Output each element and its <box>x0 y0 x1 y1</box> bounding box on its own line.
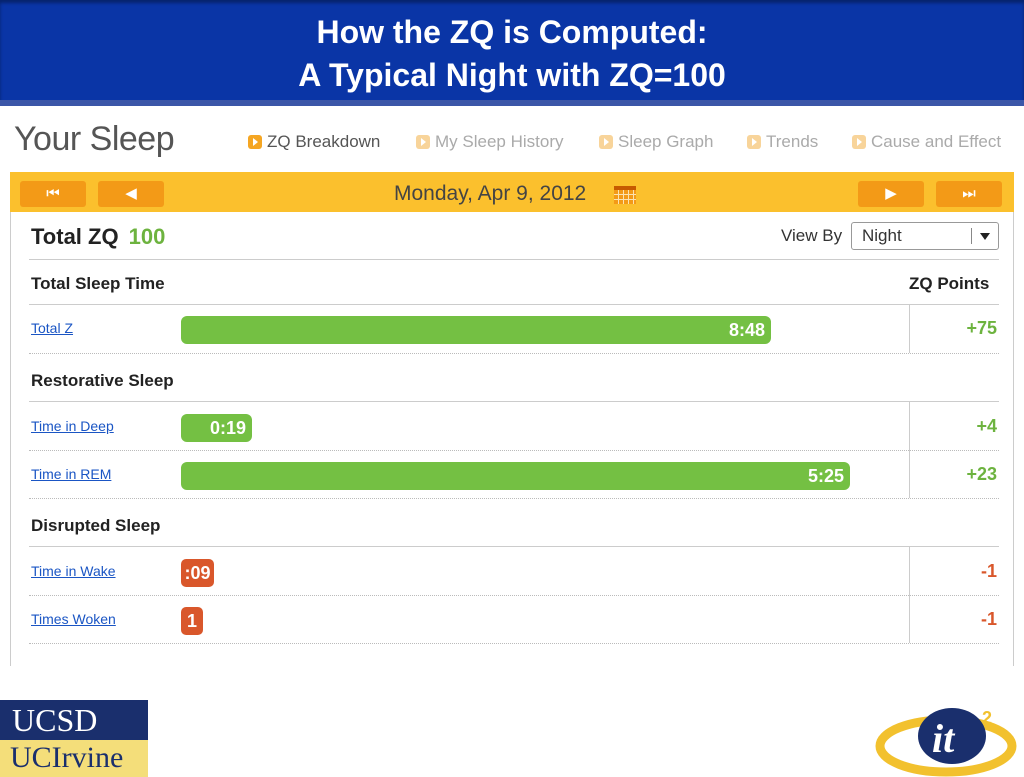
view-by-label: View By <box>781 226 843 245</box>
row-divider <box>29 498 999 499</box>
tab-my-sleep-history[interactable]: My Sleep History <box>416 132 563 152</box>
logo-blue-disc <box>918 708 986 764</box>
section-disrupted-sleep: Disrupted Sleep <box>31 516 161 535</box>
total-zq-label: Total ZQ <box>31 224 119 249</box>
tab-label: ZQ Breakdown <box>267 132 381 151</box>
arrow-left-icon: ◀︎ <box>125 185 137 202</box>
play-icon <box>416 135 430 149</box>
divider <box>29 259 999 260</box>
skip-back-icon: ⏮︎ <box>46 185 60 202</box>
link-total-z[interactable]: Total Z <box>31 320 74 336</box>
tab-trends[interactable]: Trends <box>747 132 818 152</box>
row-divider <box>29 450 999 451</box>
tab-label: Trends <box>766 132 819 151</box>
view-by-selected: Night <box>862 226 902 245</box>
sleep-app-screenshot: Your Sleep ZQ Breakdown My Sleep History… <box>10 106 1014 666</box>
time-in-deep-bar: 0:19 <box>181 414 252 442</box>
divider <box>29 546 999 547</box>
link-time-in-deep[interactable]: Time in Deep <box>31 418 114 434</box>
tab-sleep-graph[interactable]: Sleep Graph <box>599 132 713 152</box>
total-z-points: +75 <box>966 318 997 338</box>
calendar-icon[interactable] <box>614 186 636 204</box>
banner-divider <box>0 100 1024 106</box>
tab-cause-and-effect[interactable]: Cause and Effect <box>852 132 1001 152</box>
arrow-right-icon: ▶︎ <box>885 185 897 202</box>
zq-points-header: ZQ Points <box>909 274 990 293</box>
section-restorative-sleep: Restorative Sleep <box>31 371 174 390</box>
slide-title-line-1: How the ZQ is Computed: <box>316 14 708 50</box>
page-title: Your Sleep <box>14 120 175 158</box>
view-by-select[interactable]: Night <box>851 222 999 250</box>
first-day-button[interactable]: ⏮︎ <box>20 181 86 207</box>
divider <box>29 304 999 305</box>
time-in-deep-points: +4 <box>976 416 997 436</box>
times-woken-points: -1 <box>980 609 997 629</box>
last-day-button[interactable]: ⏭︎ <box>936 181 1002 207</box>
total-z-bar: 8:48 <box>181 316 771 344</box>
link-times-woken[interactable]: Times Woken <box>31 611 116 627</box>
slide-title-line-2: A Typical Night with ZQ=100 <box>298 57 726 93</box>
section-total-sleep-time: Total Sleep Time <box>31 274 165 293</box>
logo-superscript: 2 <box>982 708 992 728</box>
time-in-deep-value: 0:19 <box>209 418 246 438</box>
total-z-value: 8:48 <box>728 320 765 340</box>
ucirvine-logo: UCIrvine <box>0 740 148 777</box>
divider <box>29 401 999 402</box>
row-divider <box>29 353 999 354</box>
current-date: Monday, Apr 9, 2012 <box>394 182 587 205</box>
time-in-rem-bar: 5:25 <box>181 462 850 490</box>
slide-title-banner: How the ZQ is Computed: A Typical Night … <box>0 0 1024 104</box>
select-divider <box>971 228 972 244</box>
tab-label: My Sleep History <box>435 132 564 151</box>
link-time-in-wake[interactable]: Time in Wake <box>31 563 116 579</box>
logo-it-text: it <box>932 716 956 761</box>
link-time-in-rem[interactable]: Time in REM <box>31 466 112 482</box>
times-woken-badge: 1 <box>181 607 203 635</box>
time-in-wake-badge: :09 <box>181 559 214 587</box>
ucsd-logo: UCSD <box>0 700 148 740</box>
column-divider <box>909 305 910 353</box>
time-in-wake-points: -1 <box>980 561 997 581</box>
next-day-button[interactable]: ▶︎ <box>858 181 924 207</box>
tab-label: Cause and Effect <box>871 132 1002 151</box>
total-zq: Total ZQ 100 <box>31 224 165 250</box>
time-in-rem-points: +23 <box>966 464 997 484</box>
row-divider <box>29 643 999 644</box>
date-navigation-bar: ⏮︎ ◀︎ Monday, Apr 9, 2012 ▶︎ ⏭︎ <box>10 172 1014 212</box>
previous-day-button[interactable]: ◀︎ <box>98 181 164 207</box>
tab-zq-breakdown[interactable]: ZQ Breakdown <box>248 132 380 152</box>
play-icon <box>852 135 866 149</box>
row-divider <box>29 595 999 596</box>
zq-breakdown-panel: Total ZQ 100 View By Night Total Sleep Ti… <box>10 212 1014 666</box>
tab-label: Sleep Graph <box>618 132 714 151</box>
play-icon <box>599 135 613 149</box>
it2-logo: it 2 <box>875 708 1017 777</box>
total-zq-value: 100 <box>128 224 166 249</box>
skip-forward-icon: ⏭︎ <box>962 185 976 202</box>
play-icon <box>747 135 761 149</box>
play-icon <box>248 135 262 149</box>
chevron-down-icon <box>980 233 990 240</box>
time-in-rem-value: 5:25 <box>807 466 844 486</box>
